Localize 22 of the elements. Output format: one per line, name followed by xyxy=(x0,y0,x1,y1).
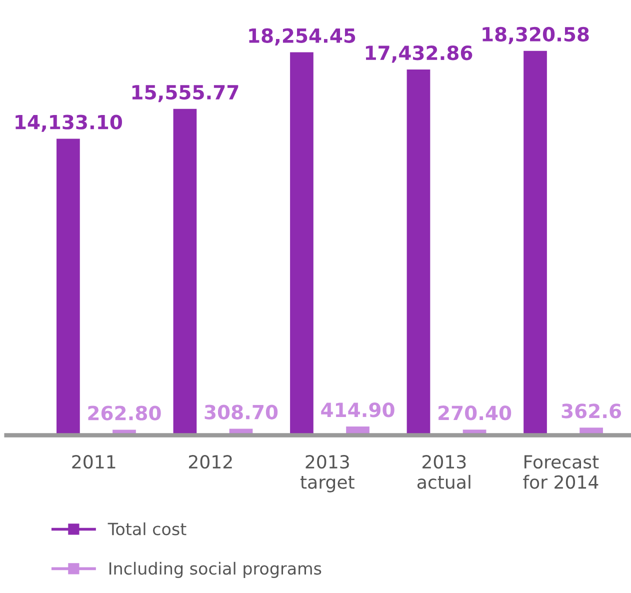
x-tick-label: 2012 xyxy=(188,455,232,469)
data-label: 414.90 xyxy=(321,402,394,418)
data-label: 362.6 xyxy=(562,404,622,418)
data-label: 18,254.45 xyxy=(249,28,356,46)
data-label: 15,555.77 xyxy=(132,85,238,102)
data-label: 308.70 xyxy=(204,404,278,420)
legend-label: Total cost xyxy=(108,522,186,536)
x-tick-label: 2013 actual xyxy=(417,455,470,489)
bar xyxy=(524,50,547,436)
bar xyxy=(406,70,430,436)
legend-label: Including social programs xyxy=(109,562,322,578)
data-label: 18,320.58 xyxy=(482,26,589,44)
data-label: 262.80 xyxy=(88,406,161,420)
bar xyxy=(56,138,80,436)
bar xyxy=(173,108,197,436)
data-label: 14,133.10 xyxy=(16,114,122,132)
x-tick-label: Forecast for 2014 xyxy=(523,455,599,489)
data-label: 270.40 xyxy=(438,406,512,420)
bar xyxy=(290,52,314,436)
data-label: 17,432.86 xyxy=(366,46,472,63)
x-tick-label: 2011 xyxy=(72,455,116,469)
x-tick-label: 2013 target xyxy=(300,455,354,492)
